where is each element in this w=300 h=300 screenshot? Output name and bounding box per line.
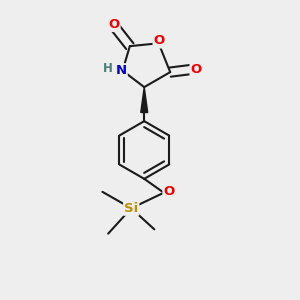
Text: O: O [108,18,120,31]
Polygon shape [141,87,148,112]
Text: N: N [116,64,127,77]
Text: H: H [103,62,113,75]
Text: Si: Si [124,202,138,215]
Text: O: O [154,34,165,47]
Text: O: O [164,185,175,198]
Text: O: O [190,63,202,76]
